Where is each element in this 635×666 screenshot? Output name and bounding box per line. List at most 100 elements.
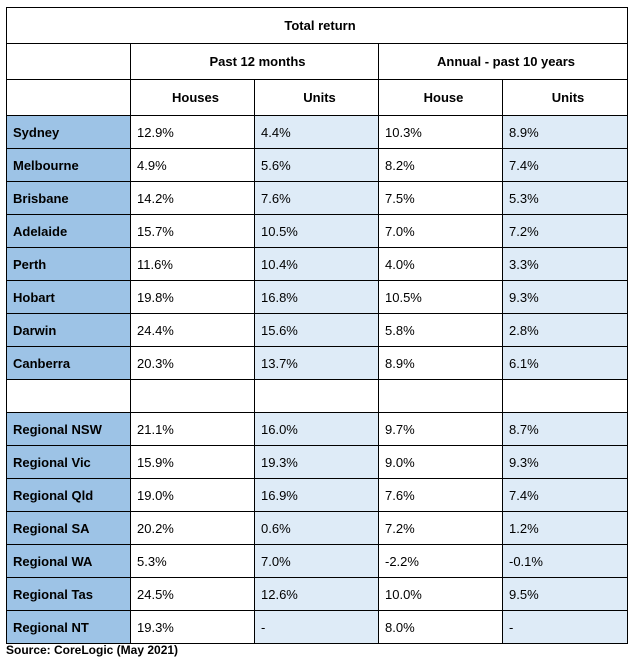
spacer-cell	[501, 379, 629, 413]
return-value-cell: 8.7%	[501, 412, 629, 446]
return-value-cell: 16.8%	[254, 280, 379, 314]
column-header-units-10y: Units	[501, 79, 629, 116]
region-name: Sydney	[6, 115, 131, 149]
capital-city-row: Canberra 20.3% 13.7% 8.9% 6.1%	[6, 346, 629, 380]
regional-area-row: Regional NT 19.3% -8.0% -	[6, 610, 629, 644]
period-header-blank	[6, 43, 131, 80]
return-value-cell: 9.3%	[501, 445, 629, 479]
return-value-cell: 7.4%	[501, 478, 629, 512]
region-name: Regional Vic	[6, 445, 131, 479]
return-value-cell: 8.2%	[378, 148, 503, 182]
capital-city-row: Sydney 12.9% 4.4% 10.3% 8.9%	[6, 115, 629, 149]
return-value-cell: 9.3%	[501, 280, 629, 314]
region-name: Regional Tas	[6, 577, 131, 611]
return-value-cell: 7.2%	[501, 214, 629, 248]
title-row: Total return	[5, 7, 629, 44]
total-return-table: Total return Past 12 months Annual - pas…	[5, 7, 629, 644]
return-value-cell: 9.0%	[378, 445, 503, 479]
return-value-cell: 7.2%	[378, 511, 503, 545]
return-value-cell: 11.6%	[130, 247, 255, 281]
table-title: Total return	[5, 7, 629, 44]
return-value-cell: 10.4%	[254, 247, 379, 281]
return-value-cell: 12.6%	[254, 577, 379, 611]
capital-city-row: Adelaide 15.7% 10.5% 7.0% 7.2%	[6, 214, 629, 248]
regional-area-row: Regional Qld 19.0% 16.9% 7.6% 7.4%	[6, 478, 629, 512]
return-value-cell: 7.0%	[378, 214, 503, 248]
return-value-cell: 5.8%	[378, 313, 503, 347]
return-value-cell: 19.8%	[130, 280, 255, 314]
return-value-cell: 16.0%	[254, 412, 379, 446]
return-value-cell: 7.0%	[254, 544, 379, 578]
spacer-cell	[378, 379, 503, 413]
regional-area-row: Regional SA 20.2% 0.6% 7.2% 1.2%	[6, 511, 629, 545]
table-body: Total return Past 12 months Annual - pas…	[5, 7, 629, 644]
capital-city-row: Hobart 19.8% 16.8% 10.5% 9.3%	[6, 280, 629, 314]
capital-city-row: Darwin 24.4% 15.6% 5.8% 2.8%	[6, 313, 629, 347]
return-value-cell: 14.2%	[130, 181, 255, 215]
return-value-cell: 24.5%	[130, 577, 255, 611]
return-value-cell: 10.5%	[254, 214, 379, 248]
region-name: Brisbane	[6, 181, 131, 215]
regional-area-row: Regional Vic 15.9% 19.3% 9.0% 9.3%	[6, 445, 629, 479]
return-value-cell: 4.0%	[378, 247, 503, 281]
return-value-cell: 0.6%	[254, 511, 379, 545]
return-value-cell: 6.1%	[501, 346, 629, 380]
spacer-cell	[254, 379, 379, 413]
region-name: Regional SA	[6, 511, 131, 545]
return-value-cell: -0.1%	[501, 544, 629, 578]
return-value-cell: 21.1%	[130, 412, 255, 446]
return-value-cell: 7.6%	[254, 181, 379, 215]
region-name: Melbourne	[6, 148, 131, 182]
return-value-cell: 5.3%	[501, 181, 629, 215]
column-header-row: Houses Units House Units	[6, 79, 629, 116]
return-value-cell: 8.9%	[501, 115, 629, 149]
return-value-cell: 2.8%	[501, 313, 629, 347]
capital-city-row: Perth 11.6% 10.4% 4.0% 3.3%	[6, 247, 629, 281]
column-header-house-10y: House	[378, 79, 503, 116]
return-value-cell: 16.9%	[254, 478, 379, 512]
column-header-houses-12m: Houses	[130, 79, 255, 116]
return-value-cell: -2.2%	[378, 544, 503, 578]
return-value-cell: 5.3%	[130, 544, 255, 578]
return-value-cell: 13.7%	[254, 346, 379, 380]
period-header-row: Past 12 months Annual - past 10 years	[6, 43, 629, 80]
return-value-cell: 9.7%	[378, 412, 503, 446]
region-name: Darwin	[6, 313, 131, 347]
return-value-cell: 4.9%	[130, 148, 255, 182]
return-value-cell: -	[254, 610, 379, 644]
return-value-cell: 8.9%	[378, 346, 503, 380]
region-name: Perth	[6, 247, 131, 281]
region-name: Hobart	[6, 280, 131, 314]
return-value-cell: 15.9%	[130, 445, 255, 479]
return-value-cell: 7.4%	[501, 148, 629, 182]
regional-area-row: Regional Tas 24.5% 12.6% 10.0% 9.5%	[6, 577, 629, 611]
return-value-cell: 10.5%	[378, 280, 503, 314]
return-value-cell: 8.0%	[378, 610, 503, 644]
capital-city-row: Brisbane 14.2% 7.6% 7.5% 5.3%	[6, 181, 629, 215]
capital-city-row: Melbourne 4.9% 5.6% 8.2% 7.4%	[6, 148, 629, 182]
return-value-cell: 15.6%	[254, 313, 379, 347]
return-value-cell: 12.9%	[130, 115, 255, 149]
spacer-cell	[130, 379, 255, 413]
region-name: Regional Qld	[6, 478, 131, 512]
region-name: Regional WA	[6, 544, 131, 578]
return-value-cell: 9.5%	[501, 577, 629, 611]
column-header-units-12m: Units	[254, 79, 379, 116]
return-value-cell: 24.4%	[130, 313, 255, 347]
return-value-cell: 7.6%	[378, 478, 503, 512]
column-header-blank	[6, 79, 131, 116]
source-note: Source: CoreLogic (May 2021)	[6, 643, 179, 657]
return-value-cell: 3.3%	[501, 247, 629, 281]
period-header-past-12-months: Past 12 months	[130, 43, 379, 80]
return-value-cell: 1.2%	[501, 511, 629, 545]
return-value-cell: 4.4%	[254, 115, 379, 149]
return-value-cell: -	[501, 610, 629, 644]
return-value-cell: 10.3%	[378, 115, 503, 149]
period-header-annual-10-years: Annual - past 10 years	[377, 43, 629, 80]
return-value-cell: 10.0%	[378, 577, 503, 611]
return-value-cell: 19.3%	[130, 610, 255, 644]
spacer-row	[6, 379, 629, 413]
region-name: Canberra	[6, 346, 131, 380]
return-value-cell: 20.3%	[130, 346, 255, 380]
return-value-cell: 20.2%	[130, 511, 255, 545]
